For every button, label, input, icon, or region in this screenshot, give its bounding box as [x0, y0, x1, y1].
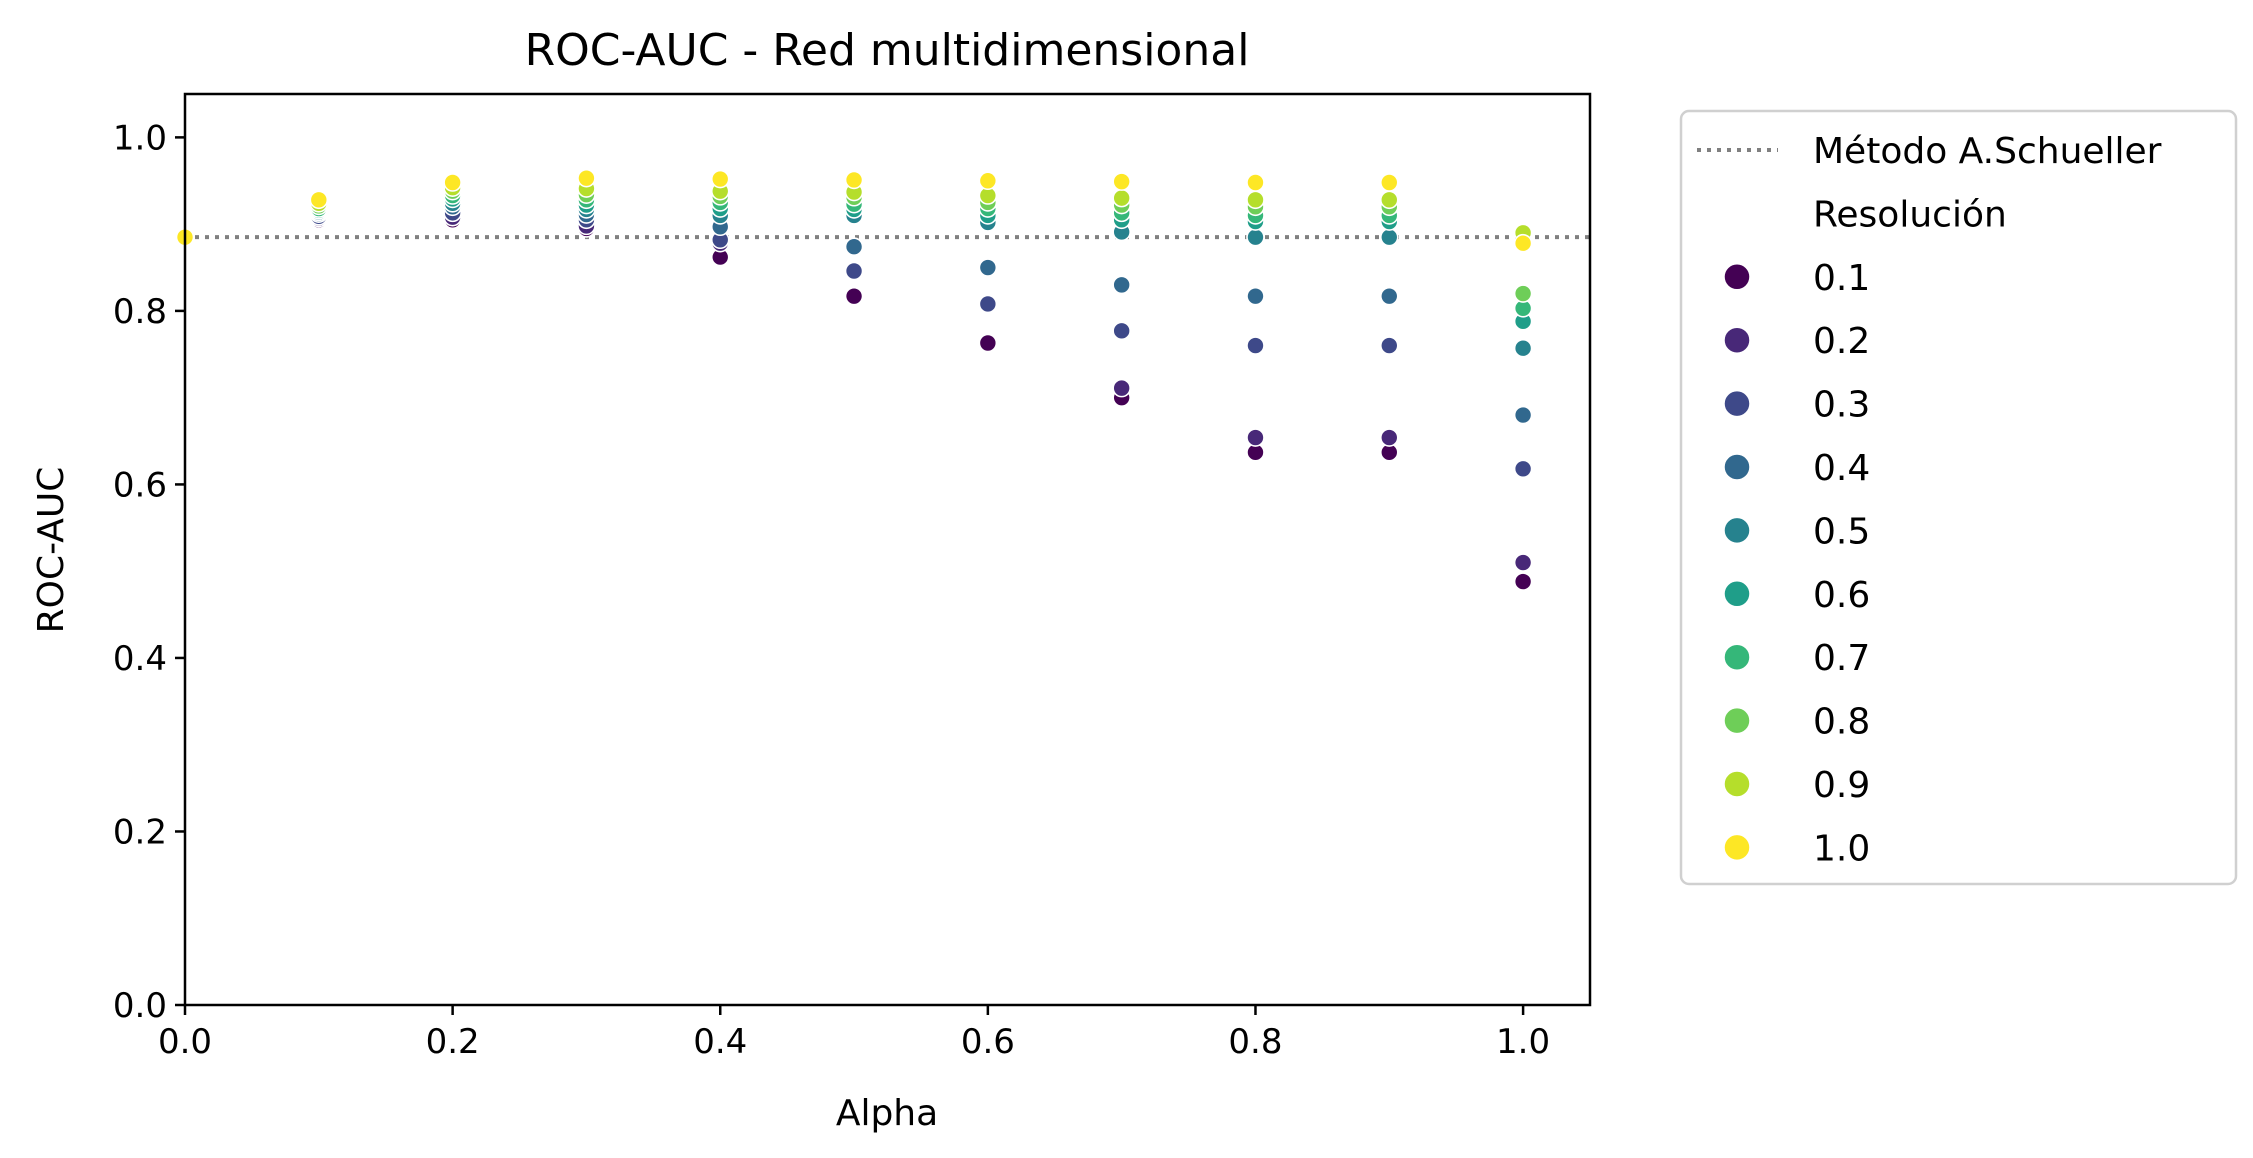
data-points	[175, 168, 1533, 591]
data-point	[1513, 284, 1533, 303]
legend-label: 0.6	[1813, 575, 1870, 616]
data-point	[1246, 336, 1265, 355]
y-tick-label: 0.4	[113, 639, 167, 679]
x-axis-label: Alpha	[836, 1093, 938, 1134]
legend-marker	[1723, 516, 1751, 545]
plot-frame	[183, 92, 1592, 1007]
x-tick-label: 0.2	[426, 1022, 480, 1062]
data-point	[1246, 428, 1265, 447]
data-point	[978, 333, 998, 353]
data-point	[1379, 173, 1399, 192]
y-tick-label: 0.0	[113, 986, 167, 1026]
data-point	[1379, 190, 1399, 210]
data-point	[1513, 338, 1533, 358]
data-point	[309, 190, 329, 210]
data-point	[1379, 428, 1399, 447]
series-1.0	[175, 168, 1533, 253]
data-point	[1112, 172, 1131, 191]
data-point	[1513, 553, 1533, 572]
legend-marker	[1723, 770, 1751, 798]
legend-label-reference: Método A.Schueller	[1813, 131, 2162, 172]
legend: Método A.Schueller Resolución 0.1 0.2 0.3 0.4…	[1679, 109, 2238, 886]
data-point	[978, 258, 998, 277]
legend-marker	[1723, 326, 1751, 354]
legend-label: 0.3	[1813, 385, 1870, 426]
data-point	[1246, 286, 1265, 306]
legend-marker	[1723, 263, 1751, 291]
x-tick-label: 0.8	[1228, 1022, 1282, 1062]
data-point	[1112, 275, 1131, 295]
data-point	[844, 237, 864, 257]
legend-marker	[1723, 833, 1751, 862]
legend-label: 0.4	[1813, 448, 1870, 489]
data-point	[710, 169, 730, 189]
x-tick-label: 1.0	[1496, 1022, 1550, 1062]
x-axis: 0.0 0.2 0.4 0.6 0.8 1.0	[158, 1005, 1550, 1062]
data-point	[1112, 378, 1131, 398]
data-point	[443, 173, 462, 192]
data-point	[844, 286, 864, 306]
legend-label: 1.0	[1813, 828, 1870, 869]
plot-area	[185, 94, 1590, 1005]
x-tick-label: 0.4	[693, 1022, 747, 1062]
legend-marker	[1723, 643, 1751, 671]
legend-box	[1679, 109, 2238, 886]
legend-title: Resolución	[1813, 194, 2007, 235]
data-point	[1513, 233, 1533, 253]
x-tick-label: 0.6	[961, 1022, 1015, 1062]
y-axis: 0.0 0.2 0.4 0.6 0.8 1.0	[113, 118, 185, 1026]
data-point	[1513, 405, 1533, 425]
x-tick-label: 0.0	[158, 1022, 212, 1062]
data-point	[1112, 188, 1131, 208]
data-point	[978, 294, 998, 314]
legend-marker	[1723, 453, 1751, 481]
legend-label: 0.9	[1813, 765, 1870, 806]
legend-label: 0.8	[1813, 702, 1870, 743]
legend-label: 0.5	[1813, 511, 1870, 552]
data-point	[1246, 227, 1265, 247]
y-tick-label: 1.0	[113, 118, 167, 158]
data-point	[1379, 286, 1399, 306]
legend-label: 0.1	[1813, 258, 1870, 299]
data-point	[1246, 173, 1265, 192]
legend-marker	[1723, 389, 1751, 418]
data-point	[1379, 227, 1399, 247]
legend-marker	[1723, 706, 1751, 735]
legend-label: 0.2	[1813, 321, 1870, 362]
data-point	[577, 168, 596, 188]
chart-title: ROC-AUC - Red multidimensional	[525, 25, 1250, 76]
y-tick-label: 0.2	[113, 812, 167, 852]
y-tick-label: 0.6	[113, 465, 167, 505]
data-point	[1112, 321, 1131, 341]
data-point	[1513, 572, 1533, 591]
data-point	[1513, 459, 1533, 479]
y-tick-label: 0.8	[113, 292, 167, 332]
data-point	[844, 170, 864, 190]
data-point	[1379, 336, 1399, 355]
data-point	[844, 261, 864, 281]
legend-label: 0.7	[1813, 638, 1870, 679]
y-axis-label: ROC-AUC	[31, 467, 72, 634]
legend-marker	[1723, 580, 1751, 608]
data-point	[978, 171, 998, 191]
data-point	[1246, 190, 1265, 210]
